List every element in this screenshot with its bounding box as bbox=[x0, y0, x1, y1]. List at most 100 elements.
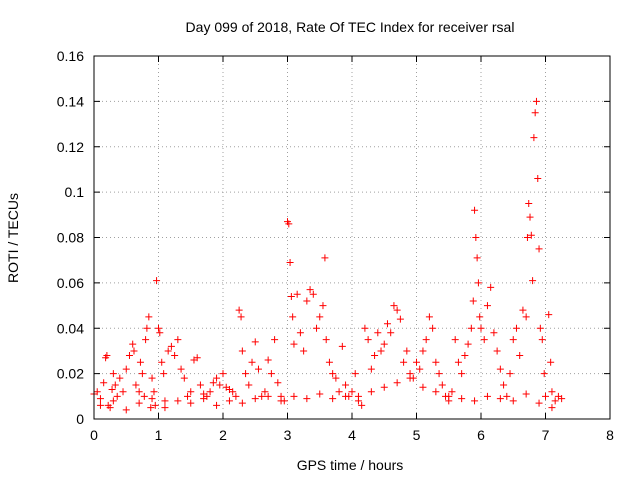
data-point bbox=[506, 370, 514, 378]
data-point bbox=[309, 290, 317, 298]
x-tick-label: 2 bbox=[219, 427, 227, 443]
data-point bbox=[432, 358, 440, 366]
data-point bbox=[380, 383, 388, 391]
data-point bbox=[536, 324, 544, 332]
data-point bbox=[509, 336, 517, 344]
data-point bbox=[93, 388, 101, 396]
data-point bbox=[509, 397, 517, 405]
data-point bbox=[540, 370, 548, 378]
data-point bbox=[285, 220, 293, 228]
data-point bbox=[238, 347, 246, 355]
data-point bbox=[290, 340, 298, 348]
data-point bbox=[145, 313, 153, 321]
data-point bbox=[319, 302, 327, 310]
data-point bbox=[512, 324, 520, 332]
data-point bbox=[371, 351, 379, 359]
data-point bbox=[313, 324, 321, 332]
data-point bbox=[225, 397, 233, 405]
data-point bbox=[109, 397, 117, 405]
data-point bbox=[293, 290, 301, 298]
data-point bbox=[471, 397, 479, 405]
data-point bbox=[458, 395, 466, 403]
data-point bbox=[390, 302, 398, 310]
x-tick-label: 5 bbox=[413, 427, 421, 443]
data-point bbox=[316, 390, 324, 398]
data-point bbox=[354, 392, 362, 400]
data-point bbox=[200, 395, 208, 403]
data-point bbox=[538, 336, 546, 344]
data-point bbox=[525, 199, 533, 207]
data-point bbox=[522, 313, 530, 321]
y-tick-label: 0.1 bbox=[65, 184, 85, 200]
data-point bbox=[187, 399, 195, 407]
data-point bbox=[435, 370, 443, 378]
data-point bbox=[254, 365, 262, 373]
data-point bbox=[329, 370, 337, 378]
data-point bbox=[174, 336, 182, 344]
data-point bbox=[471, 206, 479, 214]
data-point bbox=[535, 245, 543, 253]
data-point bbox=[135, 399, 143, 407]
data-point bbox=[135, 388, 143, 396]
data-point bbox=[147, 404, 155, 412]
data-point bbox=[342, 392, 350, 400]
data-point bbox=[393, 306, 401, 314]
data-point bbox=[151, 401, 159, 409]
data-point bbox=[96, 395, 104, 403]
y-tick-label: 0.04 bbox=[57, 320, 84, 336]
data-point bbox=[242, 370, 250, 378]
data-point bbox=[180, 374, 188, 382]
data-point bbox=[458, 370, 466, 378]
data-point bbox=[286, 258, 294, 266]
data-point bbox=[445, 392, 453, 400]
data-point bbox=[534, 175, 542, 183]
data-point bbox=[451, 336, 459, 344]
data-point bbox=[545, 311, 553, 319]
data-point bbox=[367, 365, 375, 373]
data-point bbox=[261, 388, 269, 396]
data-point bbox=[535, 399, 543, 407]
data-point bbox=[142, 336, 150, 344]
x-tick-label: 0 bbox=[90, 427, 98, 443]
data-point bbox=[474, 279, 482, 287]
data-point bbox=[367, 388, 375, 396]
data-point bbox=[483, 392, 491, 400]
data-point bbox=[138, 370, 146, 378]
data-point bbox=[348, 388, 356, 396]
y-axis-label: ROTI / TECUs bbox=[5, 193, 21, 283]
data-point bbox=[296, 329, 304, 337]
data-point bbox=[143, 324, 151, 332]
data-point bbox=[111, 381, 119, 389]
data-point bbox=[413, 358, 420, 366]
data-point bbox=[196, 381, 204, 389]
data-point bbox=[325, 358, 333, 366]
data-point bbox=[487, 283, 495, 291]
data-point bbox=[248, 358, 256, 366]
data-point bbox=[258, 392, 266, 400]
data-point bbox=[129, 340, 137, 348]
data-point bbox=[116, 374, 124, 382]
data-point bbox=[516, 351, 524, 359]
data-point bbox=[523, 234, 531, 241]
data-point bbox=[108, 386, 116, 394]
data-point bbox=[416, 365, 424, 373]
data-point bbox=[277, 397, 285, 405]
data-point bbox=[164, 347, 172, 355]
data-points bbox=[90, 97, 566, 414]
data-point bbox=[473, 254, 481, 262]
y-tick-label: 0.12 bbox=[57, 139, 84, 155]
data-point bbox=[321, 254, 329, 262]
data-point bbox=[322, 336, 330, 344]
data-point bbox=[161, 404, 169, 412]
y-tick-label: 0.14 bbox=[57, 93, 84, 109]
data-point bbox=[290, 392, 298, 400]
data-point bbox=[177, 365, 185, 373]
data-point bbox=[500, 381, 508, 389]
data-point bbox=[358, 401, 366, 409]
chart-title: Day 099 of 2018, Rate Of TEC Index for r… bbox=[186, 19, 515, 35]
data-point bbox=[100, 379, 108, 387]
y-tick-label: 0 bbox=[76, 411, 84, 427]
data-point bbox=[150, 388, 158, 396]
data-point bbox=[483, 302, 491, 310]
